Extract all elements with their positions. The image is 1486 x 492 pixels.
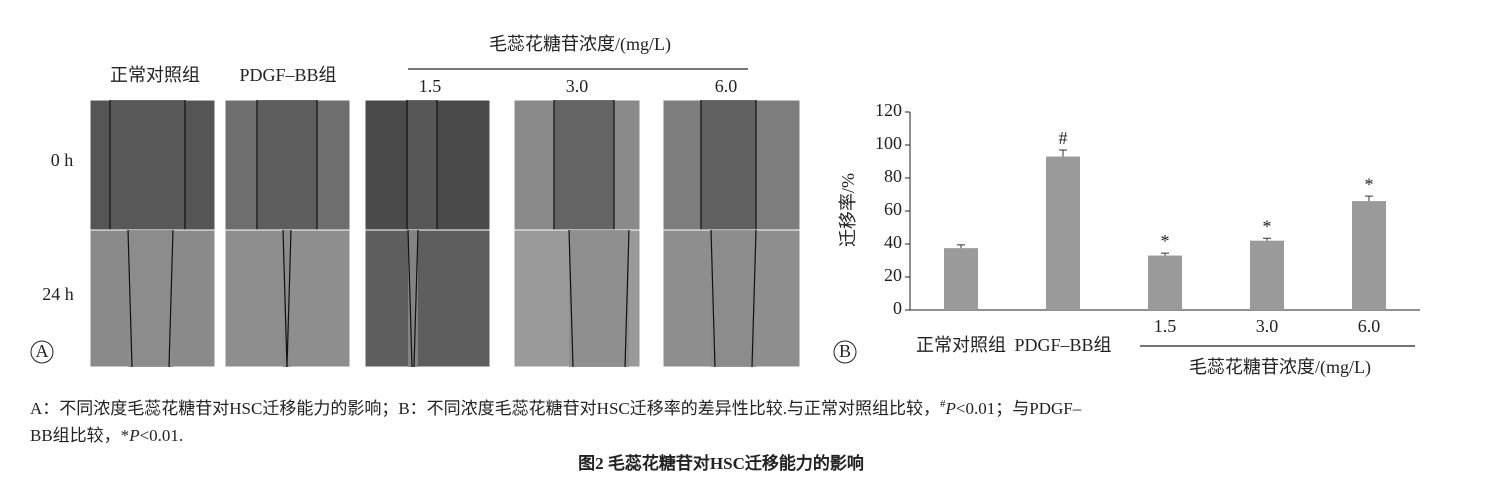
error-bar	[1161, 252, 1169, 256]
wound-gap	[110, 100, 185, 230]
caption-text: A：不同浓度毛蕊花糖苷对HSC迁移能力的影响；B：不同浓度毛蕊花糖苷对HSC迁移…	[30, 399, 940, 418]
y-axis-label: 迁移率/%	[838, 173, 858, 247]
panel-label: A	[36, 341, 49, 361]
error-bar	[957, 244, 965, 249]
bar	[1250, 240, 1284, 310]
y-tick-label: 120	[875, 100, 902, 120]
panel-label: B	[839, 341, 851, 361]
caption-text: <0.01；与PDGF–	[956, 399, 1082, 418]
bar	[944, 248, 978, 310]
bar	[1352, 201, 1386, 310]
wound-edge	[710, 229, 716, 368]
y-tick-label: 40	[884, 232, 902, 252]
x-tick-label: 1.5	[1154, 316, 1177, 336]
y-tick-label: 60	[884, 199, 902, 219]
wound-edge	[568, 229, 574, 368]
wound-gap	[408, 230, 418, 367]
y-tick-label: 80	[884, 166, 902, 186]
group-header: 毛蕊花糖苷浓度/(mg/L)	[489, 34, 671, 55]
significance-marker: *	[1263, 216, 1272, 236]
group-label: 毛蕊花糖苷浓度/(mg/L)	[1189, 357, 1371, 378]
wound-edge	[168, 229, 174, 368]
caption-text: <0.01.	[140, 426, 184, 445]
column-label: 正常对照组	[110, 65, 200, 85]
wound-gap	[554, 100, 614, 230]
row-label: 24 h	[42, 284, 74, 304]
wound-gap	[283, 230, 291, 367]
caption-text: BB组比较，*	[30, 426, 129, 445]
panel-a	[89, 99, 801, 368]
column-label: 1.5	[419, 76, 442, 96]
column-label: PDGF–BB组	[239, 65, 336, 85]
x-tick-label: 正常对照组	[916, 335, 1006, 355]
x-tick-label: 6.0	[1358, 316, 1381, 336]
error-bar	[1263, 237, 1271, 241]
caption-text: #	[940, 398, 946, 410]
wound-gap	[128, 230, 173, 367]
y-tick-label: 100	[875, 133, 902, 153]
wound-gap	[701, 100, 756, 230]
micrograph	[364, 229, 491, 368]
wound-gap	[257, 100, 317, 230]
significance-marker: *	[1161, 231, 1170, 251]
wound-edge	[751, 229, 757, 368]
significance-marker: *	[1365, 174, 1374, 194]
error-bar	[1365, 195, 1373, 202]
caption-text: P	[128, 426, 139, 445]
wound-gap	[407, 100, 437, 230]
panel-label-circle	[30, 340, 54, 364]
caption-text: P	[945, 399, 956, 418]
wound-gap	[711, 230, 756, 367]
y-tick-label: 0	[893, 298, 902, 318]
figure-title: 图2 毛蕊花糖苷对HSC迁移能力的影响	[578, 453, 864, 473]
bar	[1148, 255, 1182, 310]
wound-edge	[127, 229, 133, 368]
wound-edge	[413, 229, 419, 368]
error-bar	[1059, 149, 1067, 157]
y-tick-label: 20	[884, 265, 902, 285]
x-tick-label: PDGF–BB组	[1014, 335, 1111, 355]
wound-edge	[286, 229, 292, 368]
wound-edge	[282, 229, 288, 368]
significance-marker: #	[1059, 128, 1068, 148]
caption-line: A：不同浓度毛蕊花糖苷对HSC迁移能力的影响；B：不同浓度毛蕊花糖苷对HSC迁移…	[30, 398, 1082, 418]
wound-gap	[569, 230, 629, 367]
caption-line: BB组比较，*P<0.01.	[30, 426, 183, 445]
row-label: 0 h	[51, 150, 74, 170]
column-label: 3.0	[566, 76, 589, 96]
panel-label-circle	[833, 340, 857, 364]
wound-edge	[624, 229, 630, 368]
column-label: 6.0	[715, 76, 738, 96]
bar	[1046, 156, 1080, 310]
wound-edge	[407, 229, 413, 368]
x-tick-label: 3.0	[1256, 316, 1279, 336]
